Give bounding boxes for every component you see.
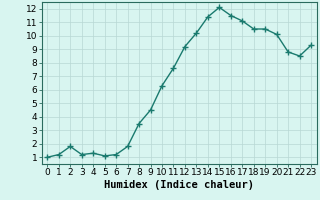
X-axis label: Humidex (Indice chaleur): Humidex (Indice chaleur) (104, 180, 254, 190)
